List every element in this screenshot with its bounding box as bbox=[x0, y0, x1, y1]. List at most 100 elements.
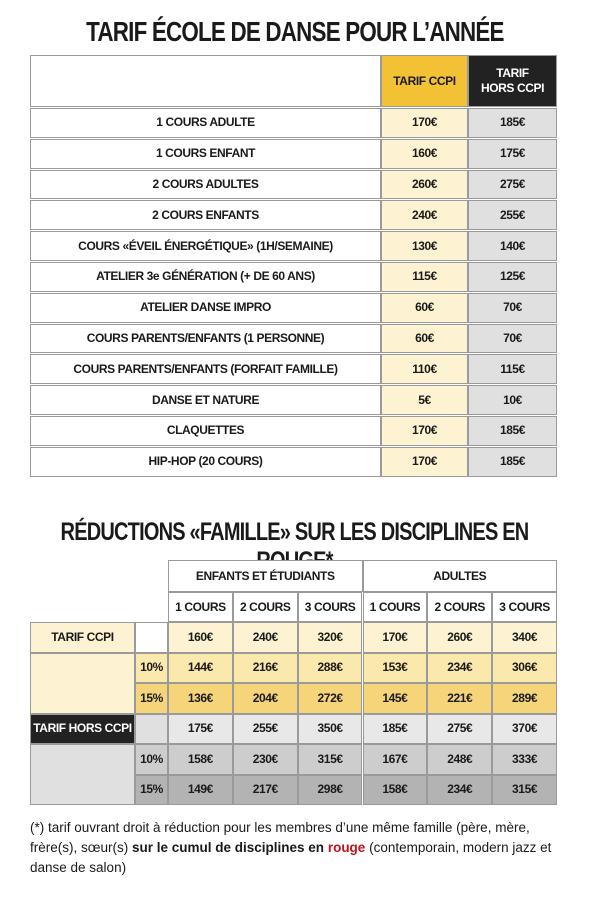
discount-price: 216€ bbox=[232, 652, 298, 683]
price-ccpi: 170€ bbox=[381, 108, 468, 138]
discount-price: 158€ bbox=[168, 744, 233, 775]
price: 320€ bbox=[297, 622, 363, 653]
discount-price: 153€ bbox=[362, 652, 428, 683]
course-name: HIP-HOP (20 COURS) bbox=[30, 446, 381, 477]
course-name: COURS PARENTS/ENFANTS (1 PERSONNE) bbox=[30, 323, 381, 354]
price-hors: 10€ bbox=[468, 385, 557, 415]
price: 170€ bbox=[362, 622, 428, 653]
discount-price: 149€ bbox=[168, 774, 233, 805]
column-header: 2 COURS bbox=[427, 592, 493, 622]
price: 160€ bbox=[168, 622, 233, 653]
rate-blank bbox=[135, 622, 168, 653]
footnote-red: rouge bbox=[327, 840, 366, 855]
discount-price: 217€ bbox=[232, 774, 298, 805]
price-hors: 70€ bbox=[468, 323, 557, 354]
course-name: 1 COURS ENFANT bbox=[30, 138, 381, 169]
price-ccpi: 5€ bbox=[381, 385, 468, 415]
price: 240€ bbox=[232, 622, 298, 653]
discount-price: 204€ bbox=[232, 683, 298, 714]
rate-blank bbox=[135, 713, 168, 744]
column-header: 1 COURS bbox=[362, 592, 428, 622]
price: 255€ bbox=[232, 713, 298, 744]
footnote-bold: sur le cumul de disciplines en bbox=[132, 840, 328, 855]
discount-rate: 10% bbox=[135, 744, 168, 775]
column-header: 2 COURS bbox=[232, 592, 298, 622]
price-ccpi: 170€ bbox=[381, 416, 468, 446]
course-name: 1 COURS ADULTE bbox=[30, 108, 381, 138]
header-blank bbox=[30, 55, 381, 107]
course-name: ATELIER 3e GÉNÉRATION (+ DE 60 ANS) bbox=[30, 262, 381, 292]
discount-price: 167€ bbox=[362, 744, 428, 775]
column-header: 3 COURS bbox=[297, 592, 363, 622]
discount-rate: 15% bbox=[135, 774, 168, 805]
price-hors: 185€ bbox=[468, 108, 557, 138]
price-ccpi: 60€ bbox=[381, 292, 468, 323]
section-area bbox=[30, 744, 135, 805]
discount-price: 272€ bbox=[297, 683, 363, 714]
discount-price: 288€ bbox=[297, 652, 363, 683]
discount-price: 333€ bbox=[492, 744, 557, 775]
group-header: ENFANTS ET ÉTUDIANTS bbox=[168, 560, 363, 592]
price: 340€ bbox=[492, 622, 557, 653]
price: 275€ bbox=[427, 713, 493, 744]
course-name: DANSE ET NATURE bbox=[30, 385, 381, 415]
discount-price: 315€ bbox=[492, 774, 557, 805]
discount-price: 315€ bbox=[297, 744, 363, 775]
price-hors: 140€ bbox=[468, 231, 557, 261]
price-hors: 70€ bbox=[468, 292, 557, 323]
price-ccpi: 130€ bbox=[381, 231, 468, 261]
discount-price: 234€ bbox=[427, 774, 493, 805]
discount-price: 306€ bbox=[492, 652, 557, 683]
course-name: ATELIER DANSE IMPRO bbox=[30, 292, 381, 323]
discount-price: 289€ bbox=[492, 683, 557, 714]
price-hors: 185€ bbox=[468, 446, 557, 477]
price-ccpi: 260€ bbox=[381, 169, 468, 200]
header-hors: TARIF HORS CCPI bbox=[468, 55, 557, 107]
course-name: 2 COURS ENFANTS bbox=[30, 200, 381, 231]
course-name: 2 COURS ADULTES bbox=[30, 169, 381, 200]
price: 350€ bbox=[297, 713, 363, 744]
footnote-text: (contemporain, modern jazz et danse de s… bbox=[30, 840, 552, 875]
group-header: ADULTES bbox=[362, 560, 557, 592]
discount-price: 248€ bbox=[427, 744, 493, 775]
discount-price: 158€ bbox=[362, 774, 428, 805]
header-line: HORS CCPI bbox=[480, 81, 545, 95]
price: 370€ bbox=[492, 713, 557, 744]
course-name: COURS PARENTS/ENFANTS (FORFAIT FAMILLE) bbox=[30, 354, 381, 385]
price-hors: 185€ bbox=[468, 416, 557, 446]
discount-price: 221€ bbox=[427, 683, 493, 714]
discount-price: 234€ bbox=[427, 652, 493, 683]
price-hors: 275€ bbox=[468, 169, 557, 200]
price-ccpi: 110€ bbox=[381, 354, 468, 385]
price-hors: 115€ bbox=[468, 354, 557, 385]
footnote: (*) tarif ouvrant droit à réduction pour… bbox=[30, 818, 560, 878]
page-title: TARIF ÉCOLE DE DANSE POUR L’ANNÉE bbox=[0, 16, 589, 48]
discount-rate: 10% bbox=[135, 652, 168, 683]
footnote-text: (*) tarif ouvrant droit à réduction pour… bbox=[30, 820, 530, 855]
title-text: TARIF ÉCOLE DE DANSE POUR L’ANNÉE bbox=[85, 16, 504, 47]
price-ccpi: 60€ bbox=[381, 323, 468, 354]
price-ccpi: 240€ bbox=[381, 200, 468, 231]
price: 175€ bbox=[168, 713, 233, 744]
section-area bbox=[30, 652, 135, 714]
discount-rate: 15% bbox=[135, 683, 168, 714]
price: 185€ bbox=[362, 713, 428, 744]
discount-price: 298€ bbox=[297, 774, 363, 805]
discount-price: 230€ bbox=[232, 744, 298, 775]
course-name: CLAQUETTES bbox=[30, 416, 381, 446]
discount-price: 145€ bbox=[362, 683, 428, 714]
header-ccpi: TARIF CCPI bbox=[381, 55, 468, 107]
price-hors: 175€ bbox=[468, 138, 557, 169]
price-ccpi: 170€ bbox=[381, 446, 468, 477]
discount-price: 136€ bbox=[168, 683, 233, 714]
section-label: TARIF HORS CCPI bbox=[30, 713, 135, 744]
header-line: TARIF bbox=[496, 66, 529, 80]
price-hors: 125€ bbox=[468, 262, 557, 292]
column-header: 3 COURS bbox=[492, 592, 557, 622]
price-hors: 255€ bbox=[468, 200, 557, 231]
price-ccpi: 115€ bbox=[381, 262, 468, 292]
discount-price: 144€ bbox=[168, 652, 233, 683]
section-label: TARIF CCPI bbox=[30, 622, 135, 653]
price-ccpi: 160€ bbox=[381, 138, 468, 169]
